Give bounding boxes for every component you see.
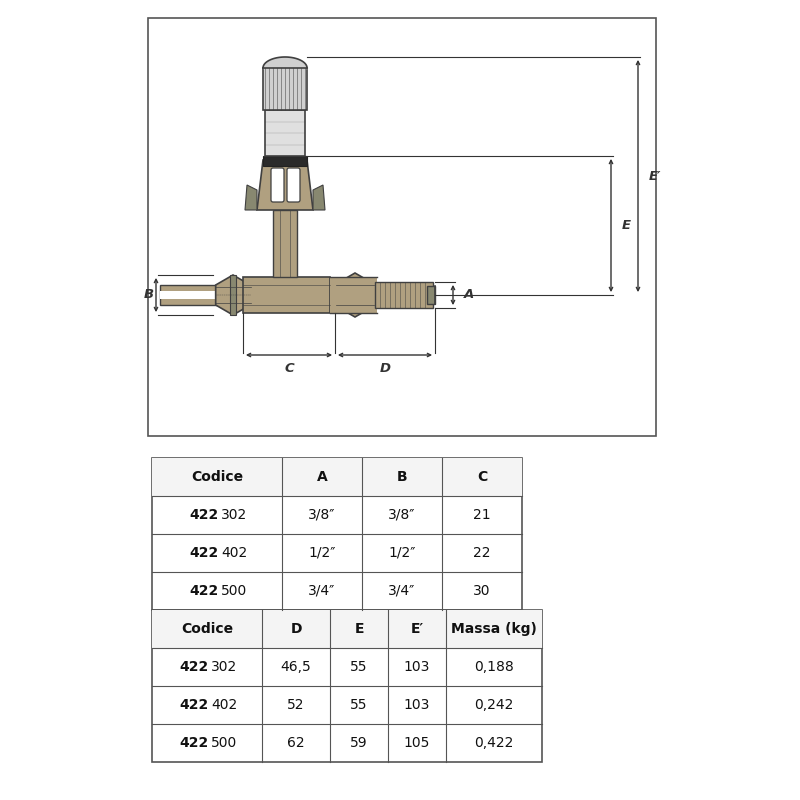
Text: C: C (284, 362, 294, 374)
FancyBboxPatch shape (230, 275, 236, 315)
FancyBboxPatch shape (273, 210, 297, 277)
Polygon shape (257, 160, 313, 210)
Text: 422: 422 (190, 508, 219, 522)
Text: E: E (354, 622, 364, 636)
Text: 422: 422 (180, 660, 209, 674)
Text: 0,242: 0,242 (474, 698, 514, 712)
Text: C: C (477, 470, 487, 484)
Text: A: A (317, 470, 327, 484)
Text: E′: E′ (649, 170, 662, 182)
Text: 52: 52 (287, 698, 305, 712)
FancyBboxPatch shape (271, 168, 284, 202)
Text: 0,188: 0,188 (474, 660, 514, 674)
Text: 302: 302 (221, 508, 247, 522)
Polygon shape (216, 275, 250, 315)
FancyBboxPatch shape (148, 18, 656, 436)
Polygon shape (336, 273, 374, 317)
Text: 3/8″: 3/8″ (388, 508, 416, 522)
Text: 105: 105 (404, 736, 430, 750)
Text: 62: 62 (287, 736, 305, 750)
Text: 422: 422 (180, 736, 209, 750)
FancyBboxPatch shape (427, 286, 435, 304)
FancyBboxPatch shape (152, 610, 542, 762)
Text: D: D (290, 622, 302, 636)
Text: 422: 422 (190, 584, 219, 598)
Text: 402: 402 (221, 546, 247, 560)
Text: 3/4″: 3/4″ (308, 584, 336, 598)
Text: 3/4″: 3/4″ (388, 584, 416, 598)
Text: 422: 422 (180, 698, 209, 712)
FancyBboxPatch shape (152, 458, 522, 496)
Text: 402: 402 (211, 698, 238, 712)
Text: 422: 422 (190, 546, 219, 560)
Text: Massa (kg): Massa (kg) (451, 622, 537, 636)
Text: 59: 59 (350, 736, 368, 750)
Text: Codice: Codice (181, 622, 233, 636)
Text: 1/2″: 1/2″ (308, 546, 336, 560)
Text: 55: 55 (350, 698, 368, 712)
FancyBboxPatch shape (375, 282, 433, 308)
Text: 3/8″: 3/8″ (308, 508, 336, 522)
Text: Codice: Codice (191, 470, 243, 484)
Polygon shape (245, 185, 257, 210)
FancyBboxPatch shape (160, 291, 243, 299)
Text: A: A (464, 289, 474, 302)
Text: 46,5: 46,5 (281, 660, 311, 674)
FancyBboxPatch shape (263, 156, 307, 166)
Text: 55: 55 (350, 660, 368, 674)
Text: 21: 21 (473, 508, 491, 522)
Text: 103: 103 (404, 698, 430, 712)
Text: 0,422: 0,422 (474, 736, 514, 750)
Text: 22: 22 (474, 546, 490, 560)
FancyBboxPatch shape (330, 277, 377, 313)
Text: 500: 500 (211, 736, 238, 750)
Text: B: B (144, 289, 154, 302)
Text: D: D (379, 362, 390, 374)
Text: 500: 500 (221, 584, 247, 598)
Text: E′: E′ (410, 622, 423, 636)
Text: 103: 103 (404, 660, 430, 674)
Text: 30: 30 (474, 584, 490, 598)
Text: 302: 302 (211, 660, 238, 674)
FancyBboxPatch shape (152, 610, 542, 648)
Polygon shape (313, 185, 325, 210)
Text: E: E (622, 219, 631, 232)
FancyBboxPatch shape (160, 285, 243, 305)
FancyBboxPatch shape (265, 110, 305, 156)
FancyBboxPatch shape (287, 168, 300, 202)
Text: B: B (397, 470, 407, 484)
FancyBboxPatch shape (263, 68, 307, 110)
FancyBboxPatch shape (152, 458, 522, 610)
FancyBboxPatch shape (243, 277, 330, 313)
Text: 1/2″: 1/2″ (388, 546, 416, 560)
